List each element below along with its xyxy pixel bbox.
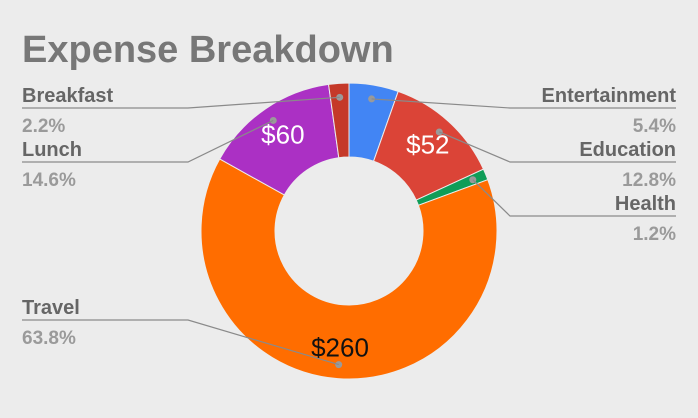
leader-line-lunch	[22, 119, 274, 163]
leader-line-health	[472, 179, 676, 217]
leader-line-travel	[22, 319, 339, 366]
labels-group: Entertainment 5.4%Education 12.8%Health 1.2…	[22, 85, 676, 349]
label-name-education: Education	[579, 139, 676, 161]
label-name-travel: Travel	[22, 297, 80, 319]
value-label-education: $52	[406, 130, 449, 160]
label-name-health: Health	[615, 193, 676, 215]
leader-line-education	[439, 131, 676, 163]
slice-travel[interactable]	[200, 158, 498, 380]
label-percent-breakfast: 2.2%	[22, 116, 65, 137]
leader-line-entertainment	[371, 98, 676, 109]
label-percent-lunch: 14.6%	[22, 170, 76, 191]
value-label-travel: $260	[311, 333, 369, 363]
label-percent-entertainment: 5.4%	[633, 116, 676, 137]
slices-group: $52 $260 $60	[200, 82, 498, 380]
leader-lines-group	[22, 93, 676, 369]
label-name-lunch: Lunch	[22, 139, 82, 161]
label-percent-education: 12.8%	[622, 170, 676, 191]
label-name-breakfast: Breakfast	[22, 85, 114, 107]
label-percent-health: 1.2%	[633, 224, 676, 245]
chart-title: Expense Breakdown	[22, 29, 394, 71]
slice-breakfast[interactable]	[327, 82, 350, 159]
leader-line-breakfast	[22, 96, 340, 109]
value-label-lunch: $60	[261, 119, 304, 149]
label-name-entertainment: Entertainment	[542, 85, 677, 107]
label-percent-travel: 63.8%	[22, 328, 76, 349]
